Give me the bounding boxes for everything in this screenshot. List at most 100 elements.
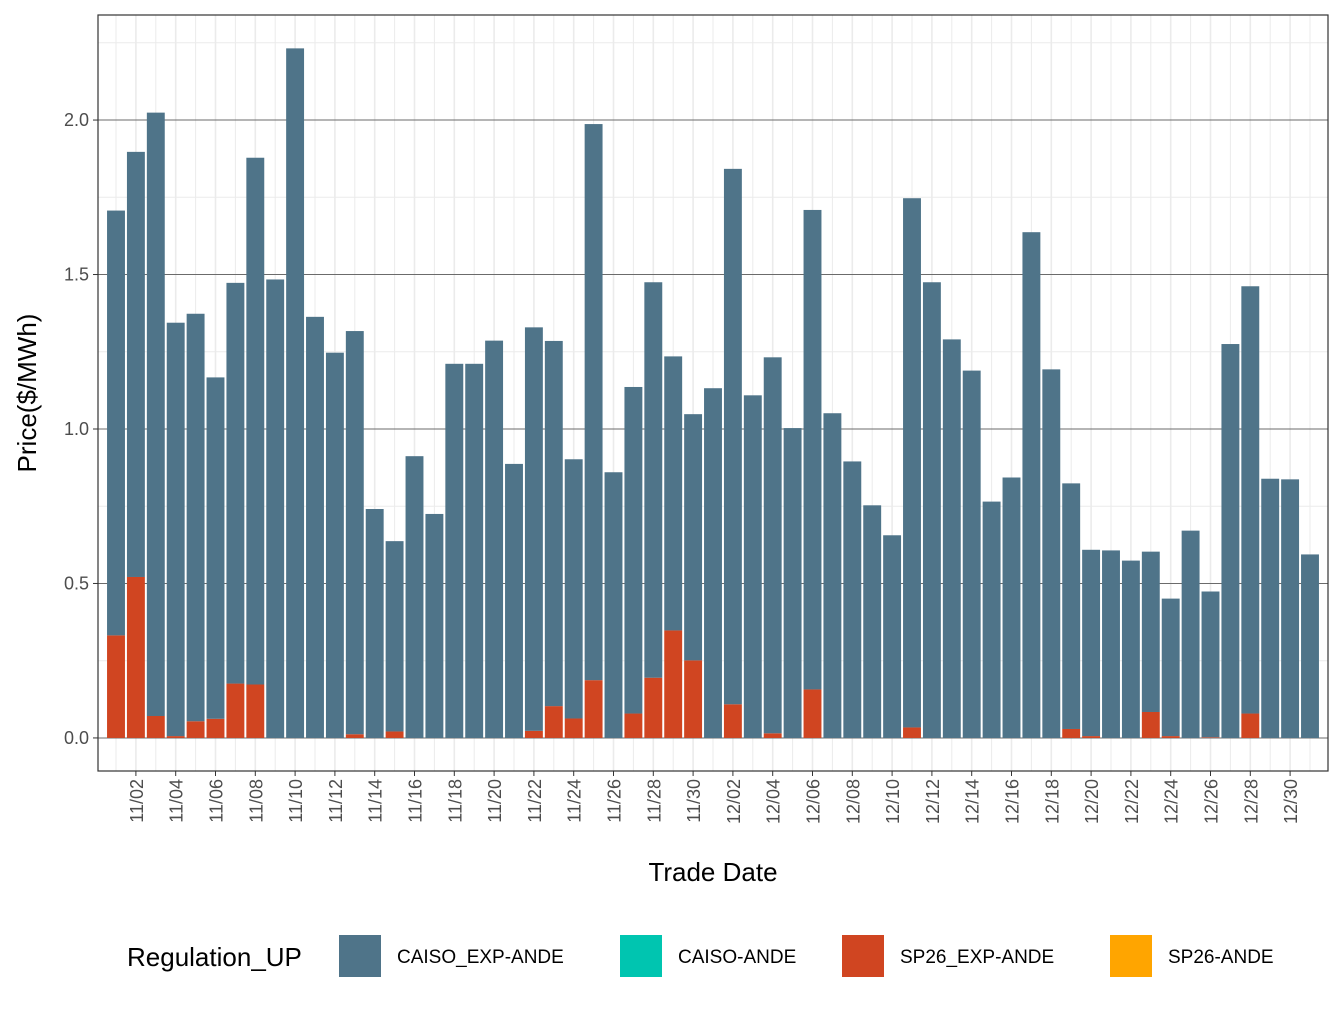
y-axis: 0.0 0.5 1.0 1.5 2.0 [64, 110, 98, 748]
bar-caiso-exp-ande-11-03 [146, 112, 165, 717]
bar-sp26-exp-ande-11-25 [584, 680, 603, 738]
x-tick-label: 12/30 [1281, 779, 1301, 824]
bar-caiso-exp-ande-12-16 [1002, 477, 1021, 738]
bar-sp26-exp-ande-12-24 [1161, 736, 1180, 738]
bar-sp26-exp-ande-11-06 [206, 718, 225, 738]
y-tick-label: 1.5 [64, 265, 89, 285]
legend: Regulation_UP CAISO_EXP-ANDE CAISO-ANDE SP… [127, 935, 1274, 977]
bar-sp26-exp-ande-11-30 [684, 660, 703, 738]
bar-sp26-exp-ande-12-26 [1201, 737, 1220, 738]
bar-caiso-exp-ande-11-04 [166, 322, 185, 737]
bar-caiso-exp-ande-11-24 [564, 459, 583, 719]
x-tick-label: 12/20 [1082, 779, 1102, 824]
bar-caiso-exp-ande-11-01 [107, 210, 125, 636]
x-tick-label: 11/14 [366, 779, 386, 823]
x-tick-label: 12/28 [1241, 779, 1261, 824]
legend-label: CAISO-ANDE [678, 947, 796, 968]
bar-caiso-exp-ande-11-14 [365, 509, 384, 738]
bar-caiso-exp-ande-12-24 [1161, 598, 1180, 737]
bar-sp26-exp-ande-11-04 [166, 736, 185, 738]
legend-key-sp26-ande [1110, 935, 1152, 977]
x-tick-label: 12/06 [804, 779, 824, 824]
bar-sp26-exp-ande-11-27 [624, 713, 643, 738]
bar-caiso-exp-ande-12-03 [743, 395, 762, 738]
bar-caiso-exp-ande-12-12 [922, 282, 941, 738]
bar-caiso-exp-ande-12-31 [1301, 554, 1319, 738]
bar-sp26-exp-ande-11-03 [146, 716, 165, 738]
y-tick-label: 2.0 [64, 110, 89, 130]
bar-caiso-exp-ande-12-02 [723, 168, 742, 705]
bar-sp26-exp-ande-11-02 [126, 576, 145, 738]
bar-caiso-exp-ande-11-12 [325, 352, 344, 738]
legend-key-sp26-exp-ande [842, 935, 884, 977]
bars [107, 48, 1319, 738]
bar-caiso-exp-ande-11-26 [604, 472, 623, 738]
bar-sp26-exp-ande-11-01 [107, 635, 125, 738]
bar-caiso-exp-ande-11-30 [684, 414, 703, 661]
x-tick-label: 12/12 [923, 779, 943, 824]
bar-caiso-exp-ande-12-07 [823, 413, 842, 738]
x-tick-label: 12/14 [963, 779, 983, 824]
x-tick-label: 12/08 [843, 779, 863, 824]
bar-sp26-exp-ande-11-28 [644, 677, 663, 738]
bar-sp26-exp-ande-11-07 [226, 683, 245, 738]
y-axis-title: Price($/MWh) [12, 314, 42, 473]
bar-caiso-exp-ande-12-22 [1121, 560, 1140, 738]
x-tick-label: 11/16 [406, 779, 426, 823]
x-tick-label: 11/28 [644, 779, 664, 823]
x-tick-label: 11/22 [525, 779, 545, 823]
bar-caiso-exp-ande-11-28 [644, 282, 663, 678]
bar-sp26-exp-ande-11-29 [664, 630, 683, 738]
x-tick-label: 12/02 [724, 779, 744, 824]
bar-caiso-exp-ande-11-18 [445, 363, 464, 738]
bar-caiso-exp-ande-12-28 [1241, 286, 1260, 714]
x-tick-label: 11/26 [605, 779, 625, 823]
bar-caiso-exp-ande-11-09 [266, 279, 285, 738]
bar-caiso-exp-ande-11-21 [505, 463, 523, 738]
bar-caiso-exp-ande-11-15 [385, 541, 404, 732]
y-tick-label: 0.5 [64, 573, 89, 593]
bar-sp26-exp-ande-12-19 [1062, 728, 1081, 738]
x-tick-label: 11/30 [684, 779, 704, 823]
x-tick-label: 12/18 [1042, 779, 1062, 824]
legend-title: Regulation_UP [127, 942, 302, 972]
x-tick-label: 12/10 [883, 779, 903, 824]
bar-caiso-exp-ande-12-09 [863, 505, 882, 738]
x-tick-label: 12/22 [1122, 779, 1142, 824]
bar-caiso-exp-ande-12-01 [704, 388, 722, 738]
x-tick-label: 11/10 [286, 779, 306, 823]
legend-label: CAISO_EXP-ANDE [397, 947, 564, 968]
bar-caiso-exp-ande-11-16 [405, 456, 424, 738]
bar-caiso-exp-ande-11-02 [126, 151, 145, 577]
bar-sp26-exp-ande-11-08 [246, 684, 265, 738]
bar-sp26-exp-ande-12-02 [723, 704, 742, 738]
bar-caiso-exp-ande-12-19 [1062, 483, 1081, 729]
bar-caiso-exp-ande-11-20 [485, 340, 504, 738]
bar-caiso-exp-ande-12-06 [803, 209, 822, 690]
bar-caiso-exp-ande-12-26 [1201, 591, 1220, 738]
bar-sp26-exp-ande-11-24 [564, 718, 583, 738]
bar-caiso-exp-ande-12-23 [1141, 551, 1160, 712]
x-axis: 11/02 11/04 11/06 11/08 11/10 11/12 11/14 11/16… [127, 771, 1301, 824]
x-tick-label: 12/24 [1162, 779, 1182, 824]
bar-caiso-exp-ande-11-05 [186, 313, 205, 722]
x-tick-label: 12/04 [764, 779, 784, 824]
y-tick-label: 1.0 [64, 419, 89, 439]
x-axis-title: Trade Date [648, 857, 777, 887]
bar-caiso-exp-ande-12-14 [962, 370, 981, 738]
bar-caiso-exp-ande-12-29 [1261, 478, 1280, 738]
x-tick-label: 12/26 [1202, 779, 1222, 824]
bar-caiso-exp-ande-12-05 [783, 428, 802, 738]
bar-caiso-exp-ande-11-27 [624, 386, 643, 714]
bar-caiso-exp-ande-12-30 [1281, 479, 1300, 738]
x-tick-label: 11/12 [326, 779, 346, 823]
legend-label: SP26-ANDE [1168, 947, 1274, 968]
bar-caiso-exp-ande-11-19 [465, 363, 484, 738]
x-tick-label: 11/08 [246, 779, 266, 823]
bar-caiso-exp-ande-12-25 [1181, 530, 1200, 738]
x-tick-label: 11/04 [167, 779, 187, 823]
bar-caiso-exp-ande-12-13 [942, 339, 961, 738]
bar-caiso-exp-ande-11-23 [544, 340, 563, 707]
bar-sp26-exp-ande-11-23 [544, 706, 563, 738]
